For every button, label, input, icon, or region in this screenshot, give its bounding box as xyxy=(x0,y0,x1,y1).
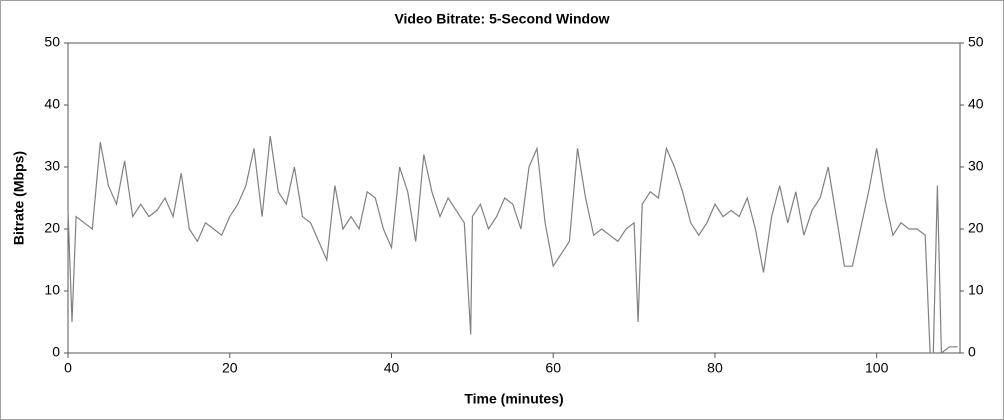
y-tick-label: 20 xyxy=(44,220,60,236)
x-tick-label: 80 xyxy=(707,360,723,376)
y-tick-label: 30 xyxy=(44,158,60,174)
y2-tick-label: 20 xyxy=(968,220,984,236)
y-axis-label: Bitrate (Mbps) xyxy=(11,151,27,245)
y2-tick-label: 10 xyxy=(968,282,984,298)
y2-tick-label: 50 xyxy=(968,34,984,50)
y2-tick-label: 30 xyxy=(968,158,984,174)
chart-title: Video Bitrate: 5-Second Window xyxy=(394,11,609,27)
x-tick-label: 40 xyxy=(384,360,400,376)
y-tick-label: 40 xyxy=(44,96,60,112)
bitrate-line xyxy=(67,135,958,355)
y-tick-label: 0 xyxy=(52,344,60,360)
plot-area xyxy=(67,42,961,354)
x-tick-label: 20 xyxy=(222,360,238,376)
y2-tick-label: 0 xyxy=(968,344,976,360)
x-tick-label: 100 xyxy=(865,360,889,376)
x-tick-label: 60 xyxy=(545,360,561,376)
x-tick-label: 0 xyxy=(64,360,72,376)
y2-tick-label: 40 xyxy=(968,96,984,112)
x-axis-label: Time (minutes) xyxy=(464,391,563,407)
y-tick-label: 50 xyxy=(44,34,60,50)
y-tick-label: 10 xyxy=(44,282,60,298)
